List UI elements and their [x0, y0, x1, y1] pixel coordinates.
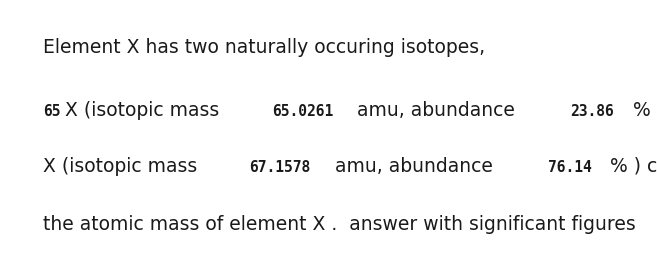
Text: 76.14: 76.14 — [548, 160, 591, 174]
Text: X (isotopic mass: X (isotopic mass — [43, 157, 203, 176]
Text: 65.0261: 65.0261 — [272, 104, 333, 119]
Text: Element X has two naturally occuring isotopes,: Element X has two naturally occuring iso… — [43, 38, 485, 57]
Text: amu, abundance: amu, abundance — [351, 101, 521, 120]
Text: 67.1578: 67.1578 — [250, 160, 311, 174]
Text: 23.86: 23.86 — [570, 104, 614, 119]
Text: % ) calculate: % ) calculate — [604, 157, 657, 176]
Text: the atomic mass of element X .  answer with significant figures: the atomic mass of element X . answer wi… — [43, 215, 635, 234]
Text: 65: 65 — [43, 104, 60, 119]
Text: % ) and: % ) and — [627, 101, 657, 120]
Text: amu, abundance: amu, abundance — [328, 157, 499, 176]
Text: X (isotopic mass: X (isotopic mass — [65, 101, 225, 120]
